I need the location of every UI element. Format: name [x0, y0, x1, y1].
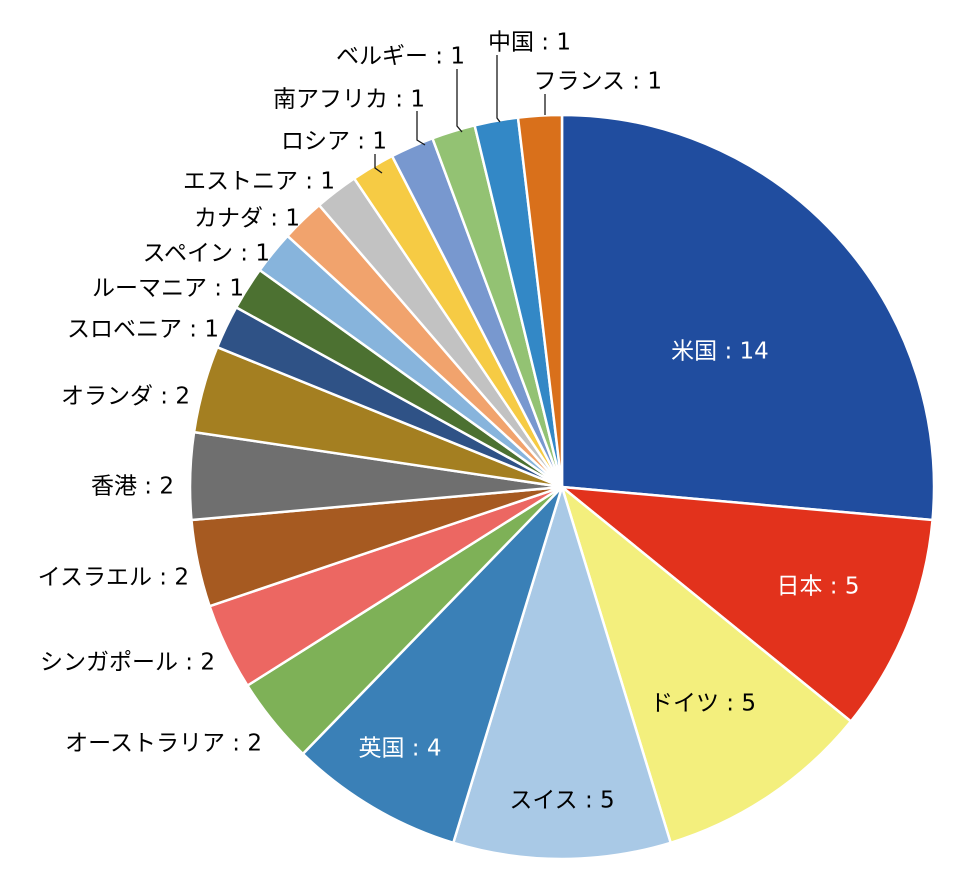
- leader-line-16: [374, 154, 383, 174]
- slice-label-14: カナダ : 1: [194, 206, 300, 232]
- pie-slice-5: [301, 485, 564, 845]
- slice-label-13: スペイン : 1: [143, 241, 270, 267]
- slice-label-3: ドイツ : 5: [650, 691, 756, 717]
- slice-label-12: ルーマニア : 1: [92, 276, 244, 302]
- slice-label-16: ロシア : 1: [281, 129, 387, 155]
- slice-label-15: エストニア : 1: [183, 169, 335, 195]
- pie-slice-20: [516, 113, 564, 489]
- slice-label-18: ベルギー : 1: [336, 44, 465, 70]
- slice-label-2: 日本 : 5: [776, 574, 859, 600]
- slice-label-6: オーストラリア : 2: [65, 731, 262, 757]
- slice-label-7: シンガポール : 2: [40, 650, 215, 676]
- pie-slice-1: [560, 113, 936, 522]
- pie-slice-2: [560, 485, 934, 723]
- leader-line-18: [456, 69, 463, 133]
- leader-line-17: [416, 111, 426, 146]
- slice-label-8: イスラエル : 2: [38, 565, 189, 591]
- leader-lines: [374, 55, 546, 174]
- slice-label-10: オランダ : 2: [61, 384, 190, 410]
- slice-label-5: 英国 : 4: [358, 736, 441, 762]
- slice-label-17: 南アフリカ : 1: [273, 87, 425, 113]
- slice-labels: 米国 : 14 日本 : 5 ドイツ : 5 スイス : 5 英国 : 4 オーストラリア…: [38, 30, 860, 814]
- leader-line-19: [496, 55, 501, 123]
- slice-label-1: 米国 : 14: [671, 339, 769, 365]
- slice-label-4: スイス : 5: [509, 788, 614, 814]
- slice-label-19: 中国 : 1: [488, 30, 571, 56]
- slice-label-9: 香港 : 2: [91, 474, 174, 500]
- slice-label-20: フランス : 1: [533, 69, 662, 95]
- pie-slice-3: [560, 485, 853, 845]
- slice-label-11: スロベニア : 1: [67, 317, 219, 343]
- pie-slice-4: [452, 485, 672, 861]
- pie-slices: [188, 113, 936, 861]
